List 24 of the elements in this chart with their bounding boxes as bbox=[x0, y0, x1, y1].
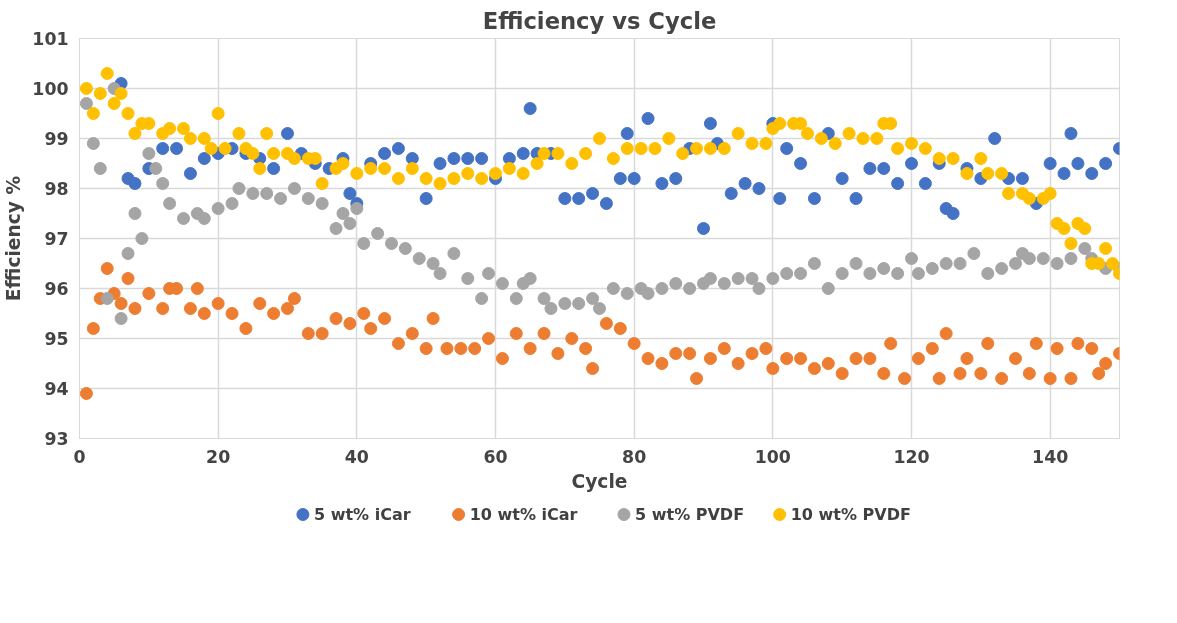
legend-label: 10 wt% iCar bbox=[469, 505, 578, 524]
legend-label: 5 wt% PVDF bbox=[635, 505, 745, 524]
chart-title: Efficiency vs Cycle bbox=[482, 7, 717, 34]
x-tick-label: 120 bbox=[893, 446, 930, 467]
y-tick-label: 94 bbox=[44, 379, 69, 399]
x-tick-label: 80 bbox=[622, 446, 647, 467]
x-tick-label: 20 bbox=[206, 446, 231, 467]
x-tick-label: 40 bbox=[344, 446, 369, 467]
y-tick-label: 98 bbox=[44, 179, 69, 199]
x-tick-label: 140 bbox=[1032, 446, 1069, 467]
legend-label: 5 wt% iCar bbox=[313, 505, 411, 524]
y-axis-title: Efficiency % bbox=[3, 175, 25, 302]
y-tick-label: 97 bbox=[44, 229, 69, 249]
y-tick-label: 93 bbox=[44, 429, 69, 449]
y-tick-label: 99 bbox=[44, 129, 69, 149]
legend-label: 10 wt% PVDF bbox=[790, 505, 911, 524]
x-axis-title: Cycle bbox=[571, 470, 628, 492]
x-tick-label: 0 bbox=[73, 446, 86, 467]
y-tick-label: 95 bbox=[44, 329, 69, 349]
y-tick-label: 100 bbox=[32, 79, 69, 99]
y-tick-label: 101 bbox=[32, 29, 69, 49]
x-tick-label: 100 bbox=[754, 446, 791, 467]
y-tick-label: 96 bbox=[44, 279, 69, 299]
x-tick-label: 60 bbox=[483, 446, 508, 467]
